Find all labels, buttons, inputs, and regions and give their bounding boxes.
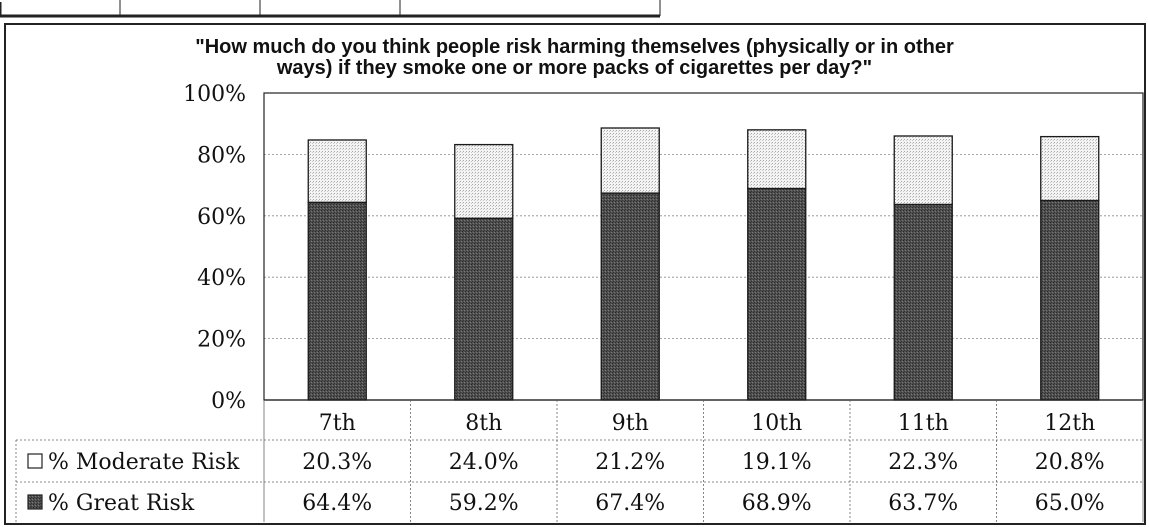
y-tick-label: 60%: [197, 205, 246, 230]
bar-moderate-risk: [454, 143, 514, 219]
y-axis: 0% 20% 40% 60% 80% 100%: [183, 82, 246, 414]
bar-moderate-risk: [600, 127, 660, 194]
x-tick-label: 11th: [898, 411, 949, 436]
data-label: 59.2%: [449, 491, 519, 516]
data-label: 21.2%: [595, 450, 665, 475]
y-tick-label: 40%: [197, 266, 246, 291]
y-tick-label: 0%: [211, 389, 246, 414]
chart-title-line-2: ways) if they smoke one or more packs of…: [276, 57, 873, 79]
x-tick-label: 12th: [1044, 411, 1095, 436]
data-label: 20.8%: [1035, 450, 1105, 475]
x-tick-label: 10th: [751, 411, 802, 436]
bar-moderate-risk: [307, 139, 367, 203]
data-label: 65.0%: [1035, 491, 1105, 516]
data-label: 63.7%: [888, 491, 958, 516]
gridlines: [264, 153, 1143, 340]
data-label: 22.3%: [888, 450, 958, 475]
bar-great-risk: [307, 201, 367, 401]
y-tick-label: 80%: [197, 143, 246, 168]
legend-swatch-moderate-risk: [27, 453, 43, 469]
bar-great-risk: [600, 192, 660, 401]
chart-title-line-1: "How much do you think people risk harmi…: [195, 36, 954, 58]
legend-label: % Moderate Risk: [48, 450, 240, 475]
x-tick-label: 9th: [612, 411, 649, 436]
legend-label: % Great Risk: [48, 491, 195, 516]
bar-moderate-risk: [893, 135, 953, 206]
top-table-fragment: [0, 0, 661, 18]
y-tick-label: 100%: [183, 82, 246, 107]
bar-great-risk: [1040, 199, 1100, 401]
bar-great-risk: [747, 187, 807, 401]
data-label: 64.4%: [302, 491, 372, 516]
bar-moderate-risk: [747, 129, 807, 190]
y-tick-label: 20%: [197, 328, 246, 353]
data-table: 7th 8th 9th 10th 11th 12th % Moderate Risk 20.3…: [15, 399, 1144, 522]
plot-area: [263, 92, 1144, 401]
x-tick-label: 7th: [319, 411, 356, 436]
bar-great-risk: [893, 203, 953, 401]
outer-frame: [4, 23, 1146, 525]
data-label: 67.4%: [595, 491, 665, 516]
bar-moderate-risk: [1040, 135, 1100, 202]
legend-swatch-great-risk: [27, 494, 43, 510]
bar-series: [307, 127, 1100, 401]
data-label: 19.1%: [742, 450, 812, 475]
bar-great-risk: [454, 217, 514, 401]
data-label: 68.9%: [742, 491, 812, 516]
data-label: 20.3%: [302, 450, 372, 475]
x-tick-label: 8th: [465, 411, 502, 436]
data-label: 24.0%: [449, 450, 519, 475]
